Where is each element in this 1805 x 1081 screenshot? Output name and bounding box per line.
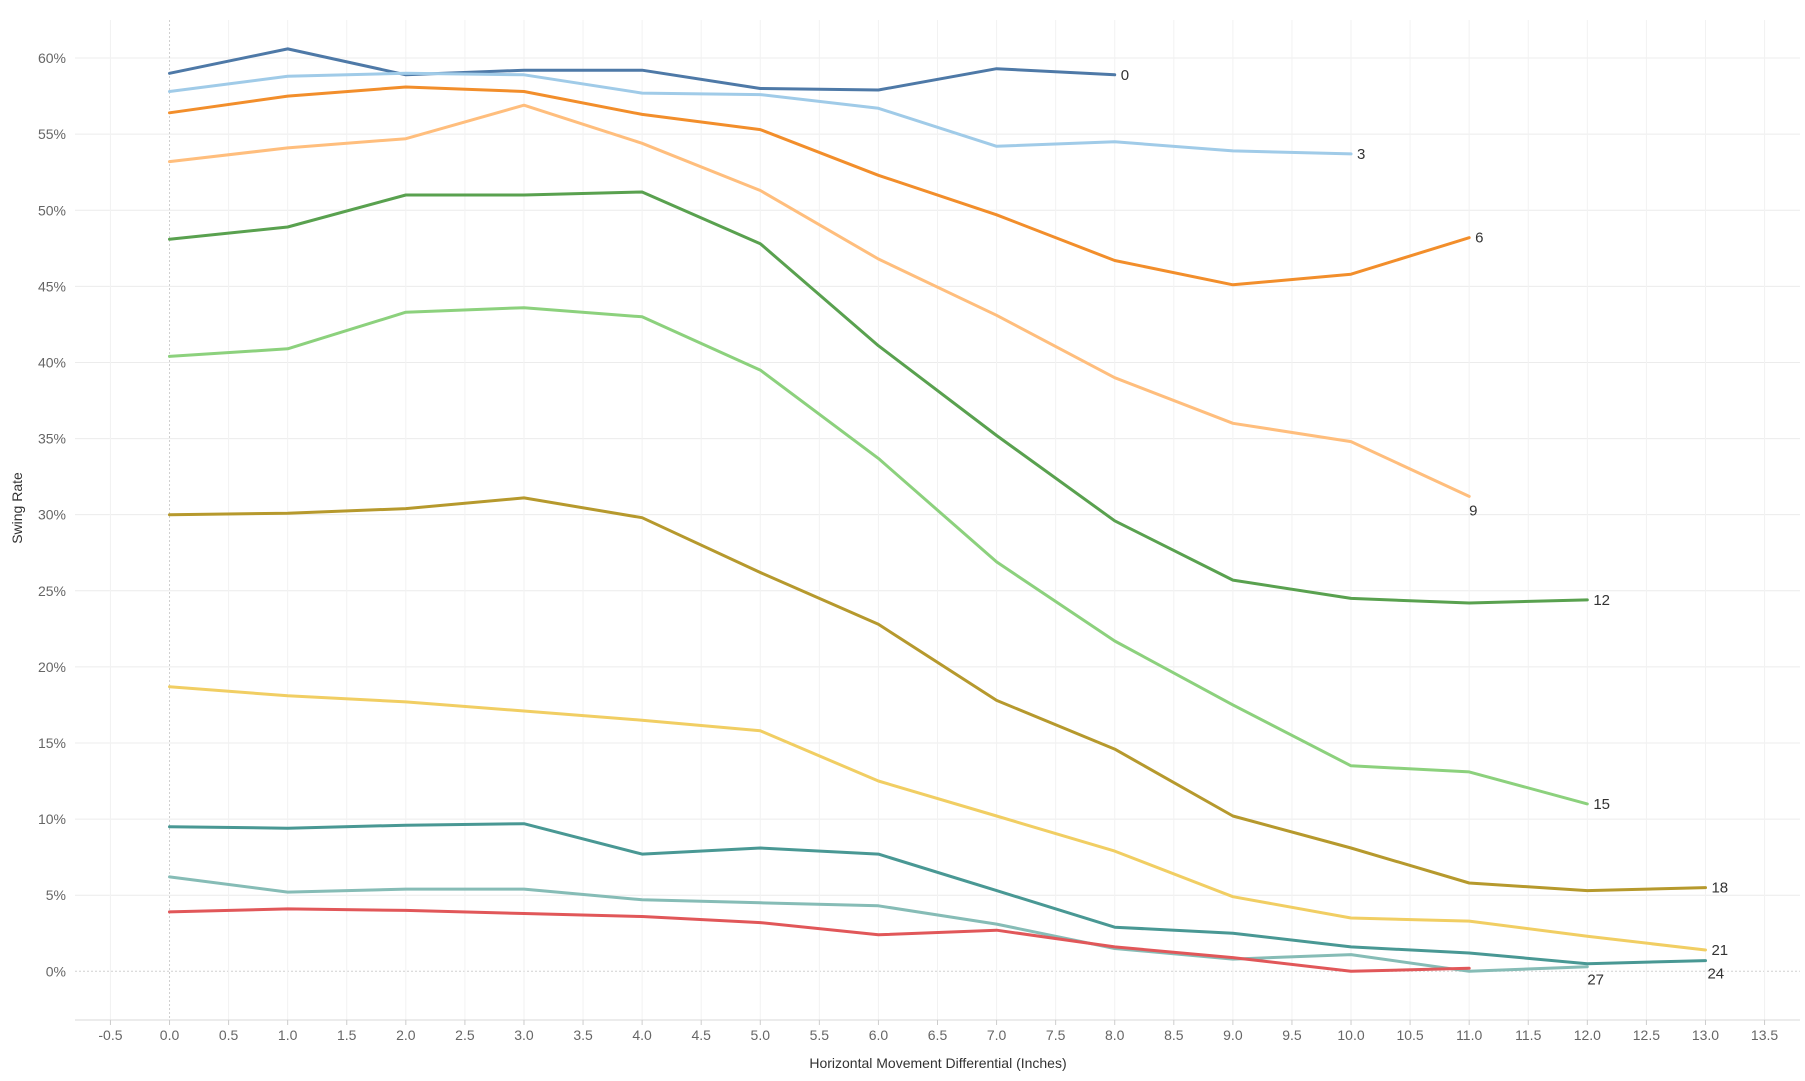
series-line-9 (168, 103, 1471, 498)
series-label-27: 27 (1587, 972, 1604, 989)
x-tick-label: 2.5 (455, 1027, 475, 1043)
series-label-24: 24 (1707, 966, 1724, 983)
x-tick-label: 10.5 (1396, 1027, 1423, 1043)
series-line-24 (168, 822, 1707, 966)
x-tick-label: 12.0 (1574, 1027, 1601, 1043)
x-tick-label: 9.5 (1282, 1027, 1302, 1043)
series-line-21 (168, 685, 1707, 952)
y-axis-ticks: 0% 5% 10% 15% 20% 25% 30% 35% 40% 45% 50% 55% 60% (38, 50, 66, 979)
y-tick-label: 50% (38, 202, 66, 218)
y-tick-label: 55% (38, 126, 66, 142)
series-line-3 (168, 71, 1353, 156)
series-label-18: 18 (1711, 880, 1728, 897)
series-lines (168, 47, 1707, 973)
x-tick-label: 4.5 (691, 1027, 711, 1043)
y-tick-label: 40% (38, 354, 66, 370)
x-tick-label: 1.0 (278, 1027, 298, 1043)
series-label-15: 15 (1593, 796, 1610, 813)
y-tick-label: 0% (46, 963, 66, 979)
x-tick-label: 13.5 (1751, 1027, 1778, 1043)
series-line-15 (168, 306, 1589, 806)
series-label-21: 21 (1711, 942, 1728, 959)
x-tick-label: 0.0 (160, 1027, 180, 1043)
x-tick-label: 1.5 (337, 1027, 357, 1043)
x-tick-label: 0.5 (219, 1027, 239, 1043)
x-tick-label: 5.0 (751, 1027, 771, 1043)
y-tick-label: 10% (38, 811, 66, 827)
y-tick-label: 5% (46, 887, 66, 903)
x-tick-label: 11.0 (1456, 1027, 1482, 1043)
y-tick-label: 35% (38, 431, 66, 447)
y-axis-title: Swing Rate (9, 472, 25, 544)
x-tick-label: 4.0 (632, 1027, 652, 1043)
y-tick-label: 60% (38, 50, 66, 66)
x-axis-ticks: -0.5 0.0 0.5 1.0 1.5 2.0 2.5 3.0 3.5 4.0 4.5 5.0 5.5… (98, 1020, 1778, 1043)
x-tick-label: 7.0 (987, 1027, 1007, 1043)
x-tick-label: 13.0 (1692, 1027, 1719, 1043)
x-tick-label: 10.0 (1337, 1027, 1364, 1043)
series-line-0 (168, 47, 1117, 92)
series-label-6: 6 (1475, 230, 1483, 247)
y-tick-label: 20% (38, 659, 66, 675)
series-label-3: 3 (1357, 146, 1365, 163)
series-end-labels: 0 3 6 9 12 15 18 21 24 27 (1121, 67, 1728, 989)
series-line-12 (168, 190, 1589, 605)
series-line-27 (168, 875, 1589, 973)
x-tick-label: 3.5 (573, 1027, 593, 1043)
y-tick-label: 30% (38, 507, 66, 523)
series-label-9: 9 (1469, 502, 1477, 519)
x-tick-label: 6.0 (869, 1027, 889, 1043)
y-tick-label: 25% (38, 583, 66, 599)
x-tick-label: 12.5 (1633, 1027, 1660, 1043)
x-tick-label: 5.5 (810, 1027, 830, 1043)
series-label-0: 0 (1121, 67, 1129, 84)
series-label-12: 12 (1593, 592, 1610, 609)
x-tick-label: 11.5 (1515, 1027, 1541, 1043)
x-tick-label: 8.5 (1164, 1027, 1184, 1043)
x-tick-label: 2.0 (396, 1027, 416, 1043)
x-tick-label: 9.0 (1223, 1027, 1243, 1043)
series-line-6 (168, 85, 1471, 287)
y-tick-label: 15% (38, 735, 66, 751)
x-axis-title: Horizontal Movement Differential (Inches… (809, 1055, 1066, 1071)
series-line-18 (168, 496, 1707, 893)
x-tick-label: 8.0 (1105, 1027, 1125, 1043)
x-tick-label: -0.5 (98, 1027, 122, 1043)
x-tick-label: 6.5 (928, 1027, 948, 1043)
series-line-unlabeled (168, 907, 1471, 973)
y-tick-label: 45% (38, 278, 66, 294)
x-tick-label: 3.0 (514, 1027, 534, 1043)
x-tick-label: 7.5 (1046, 1027, 1066, 1043)
gridlines (75, 20, 1800, 1020)
